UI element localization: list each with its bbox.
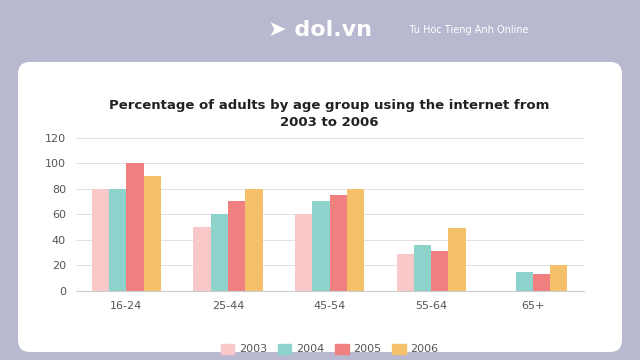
Bar bbox=[92, 189, 109, 291]
Bar bbox=[245, 189, 262, 291]
Bar bbox=[127, 163, 143, 291]
Bar bbox=[533, 274, 550, 291]
Bar bbox=[449, 228, 466, 291]
Text: Tu Hoc Tieng Anh Online: Tu Hoc Tieng Anh Online bbox=[400, 25, 529, 35]
Bar bbox=[143, 176, 161, 291]
Bar bbox=[550, 265, 567, 291]
Bar bbox=[516, 272, 533, 291]
Bar bbox=[414, 245, 431, 291]
Bar bbox=[431, 251, 449, 291]
Bar bbox=[228, 202, 245, 291]
Bar bbox=[211, 214, 228, 291]
Bar bbox=[347, 189, 364, 291]
Legend: 2003, 2004, 2005, 2006: 2003, 2004, 2005, 2006 bbox=[216, 339, 443, 359]
Text: ➤ dol.vn: ➤ dol.vn bbox=[268, 20, 372, 40]
Bar bbox=[330, 195, 347, 291]
Bar bbox=[312, 202, 330, 291]
Bar bbox=[397, 254, 414, 291]
Title: Percentage of adults by age group using the internet from
2003 to 2006: Percentage of adults by age group using … bbox=[109, 99, 550, 130]
FancyBboxPatch shape bbox=[18, 62, 622, 352]
Bar bbox=[295, 214, 312, 291]
Bar bbox=[109, 189, 127, 291]
Bar bbox=[193, 227, 211, 291]
